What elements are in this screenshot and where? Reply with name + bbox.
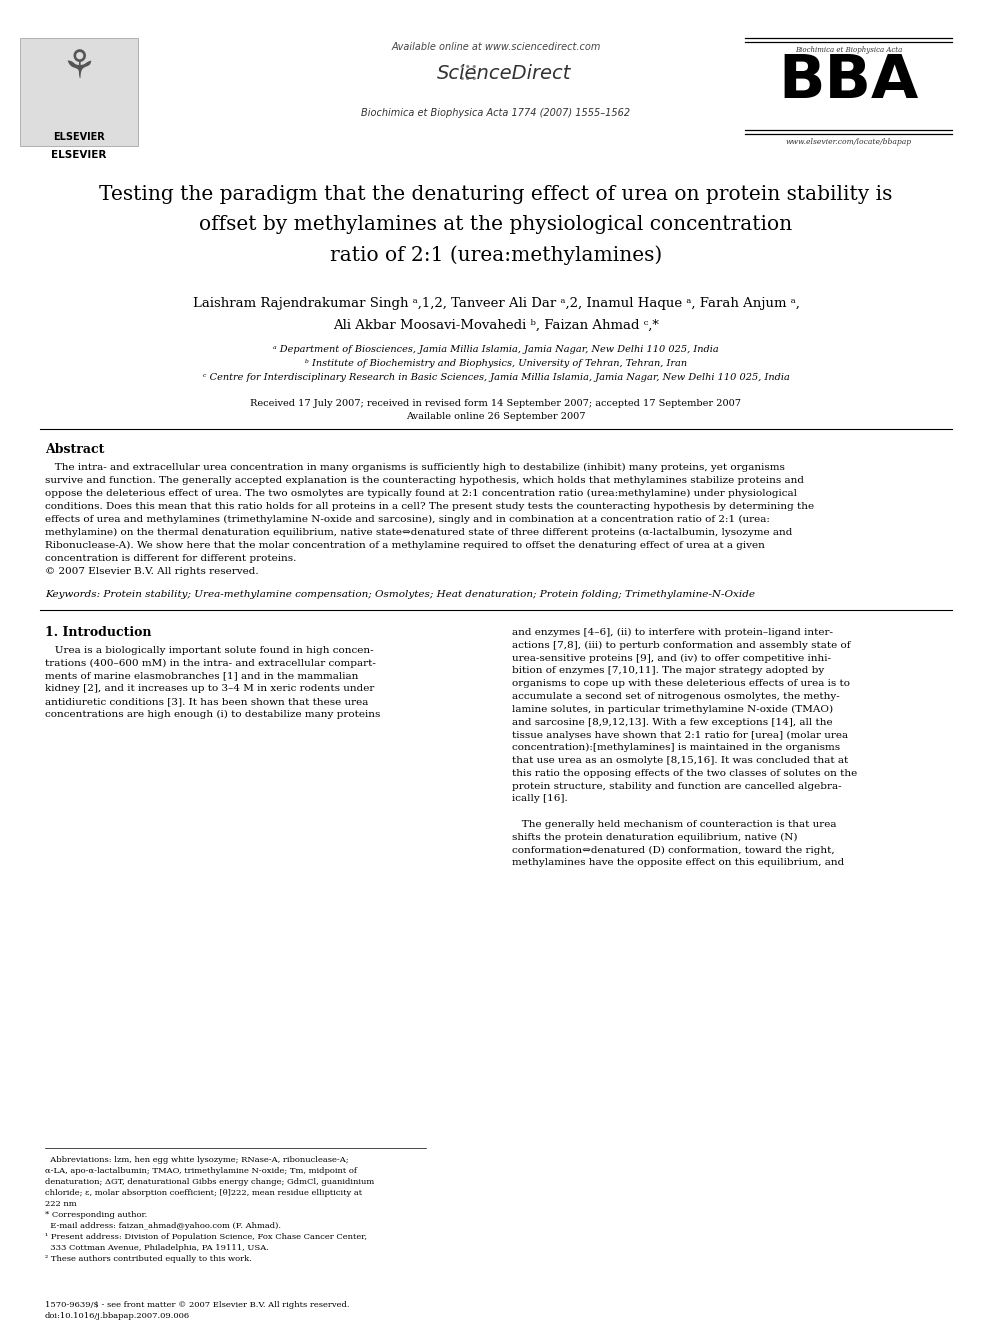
Text: 1. Introduction: 1. Introduction xyxy=(45,626,152,639)
Text: methylamine) on the thermal denaturation equilibrium, native state⇔denatured sta: methylamine) on the thermal denaturation… xyxy=(45,528,793,537)
Text: ELSEVIER: ELSEVIER xyxy=(52,149,107,160)
Text: Abbreviations: lzm, hen egg white lysozyme; RNase-A, ribonuclease-A;: Abbreviations: lzm, hen egg white lysozy… xyxy=(45,1156,348,1164)
Text: © 2007 Elsevier B.V. All rights reserved.: © 2007 Elsevier B.V. All rights reserved… xyxy=(45,568,259,576)
Bar xyxy=(20,38,138,146)
Text: antidiuretic conditions [3]. It has been shown that these urea: antidiuretic conditions [3]. It has been… xyxy=(45,697,368,706)
Text: ically [16].: ically [16]. xyxy=(513,794,568,803)
Text: actions [7,8], (iii) to perturb conformation and assembly state of: actions [7,8], (iii) to perturb conforma… xyxy=(513,640,851,650)
Text: concentration is different for different proteins.: concentration is different for different… xyxy=(45,554,297,564)
Text: survive and function. The generally accepted explanation is the counteracting hy: survive and function. The generally acce… xyxy=(45,476,804,486)
Text: shifts the protein denaturation equilibrium, native (N): shifts the protein denaturation equilibr… xyxy=(513,832,798,841)
Text: * Corresponding author.: * Corresponding author. xyxy=(45,1211,147,1218)
Text: chloride; ε, molar absorption coefficient; [θ]222, mean residue ellipticity at: chloride; ε, molar absorption coefficien… xyxy=(45,1189,362,1197)
Text: Ali Akbar Moosavi-Movahedi ᵇ, Faizan Ahmad ᶜ,*: Ali Akbar Moosavi-Movahedi ᵇ, Faizan Ahm… xyxy=(333,319,659,332)
Text: kidney [2], and it increases up to 3–4 M in xeric rodents under: kidney [2], and it increases up to 3–4 M… xyxy=(45,684,374,693)
Text: ELSEVIER: ELSEVIER xyxy=(54,132,105,142)
Text: Urea is a biologically important solute found in high concen-: Urea is a biologically important solute … xyxy=(45,646,374,655)
Text: ² These authors contributed equally to this work.: ² These authors contributed equally to t… xyxy=(45,1256,252,1263)
Text: and sarcosine [8,9,12,13]. With a few exceptions [14], all the: and sarcosine [8,9,12,13]. With a few ex… xyxy=(513,717,833,726)
Text: organisms to cope up with these deleterious effects of urea is to: organisms to cope up with these deleteri… xyxy=(513,679,850,688)
Text: Available online 26 September 2007: Available online 26 September 2007 xyxy=(407,411,585,421)
Text: trations (400–600 mM) in the intra- and extracellular compart-: trations (400–600 mM) in the intra- and … xyxy=(45,659,376,668)
Text: The intra- and extracellular urea concentration in many organisms is sufficientl: The intra- and extracellular urea concen… xyxy=(45,463,785,472)
Text: bition of enzymes [7,10,11]. The major strategy adopted by: bition of enzymes [7,10,11]. The major s… xyxy=(513,667,824,676)
Text: concentrations are high enough (i) to destabilize many proteins: concentrations are high enough (i) to de… xyxy=(45,710,380,720)
Text: Testing the paradigm that the denaturing effect of urea on protein stability is: Testing the paradigm that the denaturing… xyxy=(99,185,893,204)
Text: •••
•••: ••• ••• xyxy=(458,62,478,83)
Text: ⚘: ⚘ xyxy=(62,48,96,86)
Text: Ribonuclease-A). We show here that the molar concentration of a methylamine requ: Ribonuclease-A). We show here that the m… xyxy=(45,541,765,550)
Text: ᵃ Department of Biosciences, Jamia Millia Islamia, Jamia Nagar, New Delhi 110 02: ᵃ Department of Biosciences, Jamia Milli… xyxy=(273,345,719,355)
Text: urea-sensitive proteins [9], and (iv) to offer competitive inhi-: urea-sensitive proteins [9], and (iv) to… xyxy=(513,654,831,663)
Text: conformation⇔denatured (D) conformation, toward the right,: conformation⇔denatured (D) conformation,… xyxy=(513,845,835,855)
Text: tissue analyses have shown that 2:1 ratio for [urea] (molar urea: tissue analyses have shown that 2:1 rati… xyxy=(513,730,848,740)
Text: Available online at www.sciencedirect.com: Available online at www.sciencedirect.co… xyxy=(391,42,601,52)
Text: 1570-9639/$ - see front matter © 2007 Elsevier B.V. All rights reserved.: 1570-9639/$ - see front matter © 2007 El… xyxy=(45,1301,349,1308)
Text: ScienceDirect: ScienceDirect xyxy=(436,64,571,83)
Text: www.elsevier.com/locate/bbapap: www.elsevier.com/locate/bbapap xyxy=(786,138,912,146)
Text: Received 17 July 2007; received in revised form 14 September 2007; accepted 17 S: Received 17 July 2007; received in revis… xyxy=(251,400,741,407)
Text: and enzymes [4–6], (ii) to interfere with protein–ligand inter-: and enzymes [4–6], (ii) to interfere wit… xyxy=(513,628,833,638)
Text: Keywords: Protein stability; Urea-methylamine compensation; Osmolytes; Heat dena: Keywords: Protein stability; Urea-methyl… xyxy=(45,590,755,599)
Text: Laishram Rajendrakumar Singh ᵃ,1,2, Tanveer Ali Dar ᵃ,2, Inamul Haque ᵃ, Farah A: Laishram Rajendrakumar Singh ᵃ,1,2, Tanv… xyxy=(192,296,800,310)
Text: offset by methylamines at the physiological concentration: offset by methylamines at the physiologi… xyxy=(199,216,793,234)
Text: Abstract: Abstract xyxy=(45,443,104,456)
Text: protein structure, stability and function are cancelled algebra-: protein structure, stability and functio… xyxy=(513,782,842,791)
Text: E-mail address: faizan_ahmad@yahoo.com (F. Ahmad).: E-mail address: faizan_ahmad@yahoo.com (… xyxy=(45,1222,281,1230)
Text: ᶜ Centre for Interdisciplinary Research in Basic Sciences, Jamia Millia Islamia,: ᶜ Centre for Interdisciplinary Research … xyxy=(202,373,790,382)
Text: effects of urea and methylamines (trimethylamine N-oxide and sarcosine), singly : effects of urea and methylamines (trimet… xyxy=(45,515,770,524)
Text: ¹ Present address: Division of Population Science, Fox Chase Cancer Center,: ¹ Present address: Division of Populatio… xyxy=(45,1233,367,1241)
Text: BBA: BBA xyxy=(779,52,919,111)
Text: methylamines have the opposite effect on this equilibrium, and: methylamines have the opposite effect on… xyxy=(513,859,845,868)
Text: that use urea as an osmolyte [8,15,16]. It was concluded that at: that use urea as an osmolyte [8,15,16]. … xyxy=(513,755,849,765)
Text: The generally held mechanism of counteraction is that urea: The generally held mechanism of countera… xyxy=(513,820,837,830)
Text: this ratio the opposing effects of the two classes of solutes on the: this ratio the opposing effects of the t… xyxy=(513,769,858,778)
Text: concentration):[methylamines] is maintained in the organisms: concentration):[methylamines] is maintai… xyxy=(513,744,840,753)
Text: 333 Cottman Avenue, Philadelphia, PA 19111, USA.: 333 Cottman Avenue, Philadelphia, PA 191… xyxy=(45,1244,269,1252)
Text: conditions. Does this mean that this ratio holds for all proteins in a cell? The: conditions. Does this mean that this rat… xyxy=(45,501,814,511)
Text: doi:10.1016/j.bbapap.2007.09.006: doi:10.1016/j.bbapap.2007.09.006 xyxy=(45,1312,190,1320)
Text: denaturation; ΔGT, denaturational Gibbs energy change; GdmCl, guanidinium: denaturation; ΔGT, denaturational Gibbs … xyxy=(45,1177,374,1185)
Text: ratio of 2:1 (urea:methylamines): ratio of 2:1 (urea:methylamines) xyxy=(330,245,662,265)
Text: oppose the deleterious effect of urea. The two osmolytes are typically found at : oppose the deleterious effect of urea. T… xyxy=(45,490,797,499)
Text: accumulate a second set of nitrogenous osmolytes, the methy-: accumulate a second set of nitrogenous o… xyxy=(513,692,840,701)
Text: Biochimica et Biophysica Acta 1774 (2007) 1555–1562: Biochimica et Biophysica Acta 1774 (2007… xyxy=(361,108,631,118)
Text: lamine solutes, in particular trimethylamine N-oxide (TMAO): lamine solutes, in particular trimethyla… xyxy=(513,705,833,714)
Text: α-LA, apo-α-lactalbumin; TMAO, trimethylamine N-oxide; Tm, midpoint of: α-LA, apo-α-lactalbumin; TMAO, trimethyl… xyxy=(45,1167,357,1175)
Text: Biochimica et Biophysica Acta: Biochimica et Biophysica Acta xyxy=(795,46,902,54)
Text: ᵇ Institute of Biochemistry and Biophysics, University of Tehran, Tehran, Iran: ᵇ Institute of Biochemistry and Biophysi… xyxy=(305,359,687,368)
Text: 222 nm: 222 nm xyxy=(45,1200,76,1208)
Text: ments of marine elasmobranches [1] and in the mammalian: ments of marine elasmobranches [1] and i… xyxy=(45,672,358,680)
